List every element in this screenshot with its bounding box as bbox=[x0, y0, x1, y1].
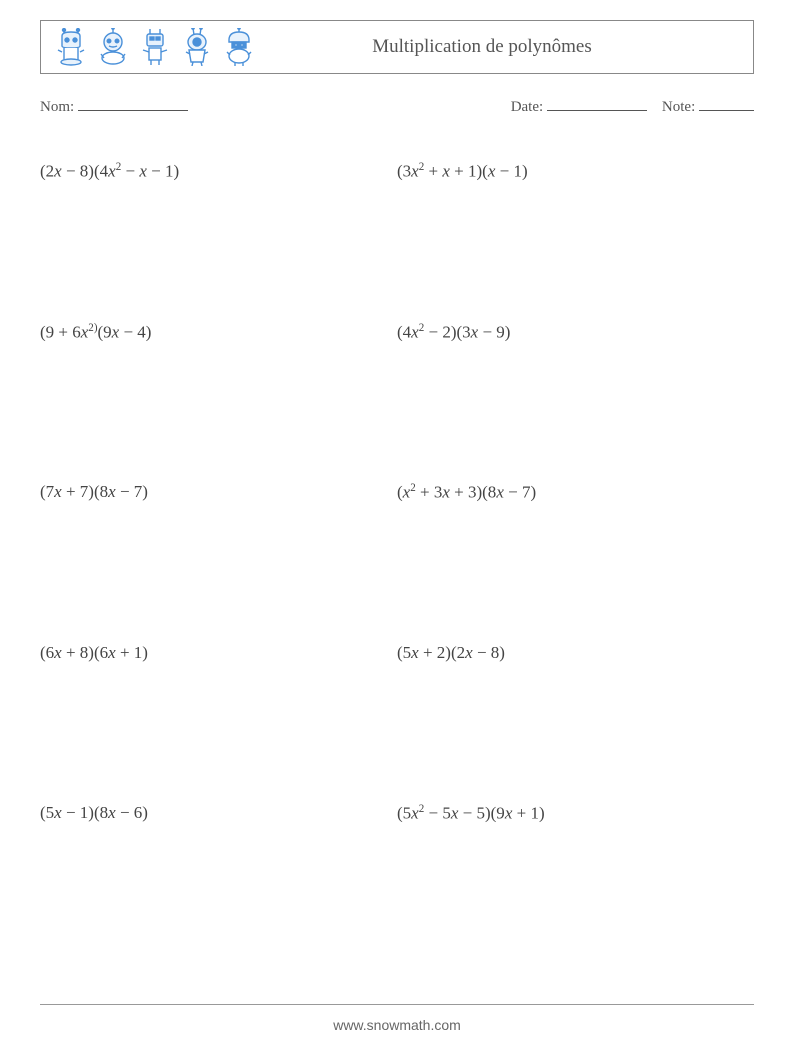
robot-1-icon bbox=[55, 27, 87, 67]
header-box: Multiplication de polynômes bbox=[40, 20, 754, 74]
problem-6: (x2 + 3x + 3)(8x − 7) bbox=[397, 482, 754, 503]
robot-4-icon bbox=[181, 27, 213, 67]
problem-2: (3x2 + x + 1)(x − 1) bbox=[397, 161, 754, 182]
info-row: Nom: Date: Note: bbox=[40, 96, 754, 116]
problem-5: (7x + 7)(8x − 7) bbox=[40, 482, 397, 503]
name-label: Nom: bbox=[40, 99, 74, 115]
problems-grid: (2x − 8)(4x2 − x − 1) (3x2 + x + 1)(x − … bbox=[40, 161, 754, 824]
problem-4: (4x2 − 2)(3x − 9) bbox=[397, 322, 754, 343]
robot-3-icon bbox=[139, 27, 171, 67]
robot-5-icon bbox=[223, 27, 255, 67]
note-label: Note: bbox=[662, 99, 695, 115]
date-blank bbox=[547, 96, 647, 111]
date-note-fields: Date: Note: bbox=[511, 96, 754, 116]
problem-1: (2x − 8)(4x2 − x − 1) bbox=[40, 161, 397, 182]
problem-3: (9 + 6x2)(9x − 4) bbox=[40, 322, 397, 343]
date-label: Date: bbox=[511, 99, 543, 115]
problem-9: (5x − 1)(8x − 6) bbox=[40, 803, 397, 824]
worksheet-title: Multiplication de polynômes bbox=[255, 36, 739, 58]
problem-8: (5x + 2)(2x − 8) bbox=[397, 643, 754, 663]
note-blank bbox=[699, 96, 754, 111]
problem-7: (6x + 8)(6x + 1) bbox=[40, 643, 397, 663]
footer-divider bbox=[40, 1004, 754, 1005]
footer-text: www.snowmath.com bbox=[0, 1017, 794, 1033]
name-blank bbox=[78, 96, 188, 111]
problem-10: (5x2 − 5x − 5)(9x + 1) bbox=[397, 803, 754, 824]
name-field: Nom: bbox=[40, 96, 511, 116]
robot-2-icon bbox=[97, 27, 129, 67]
robot-icons-row bbox=[55, 27, 255, 67]
